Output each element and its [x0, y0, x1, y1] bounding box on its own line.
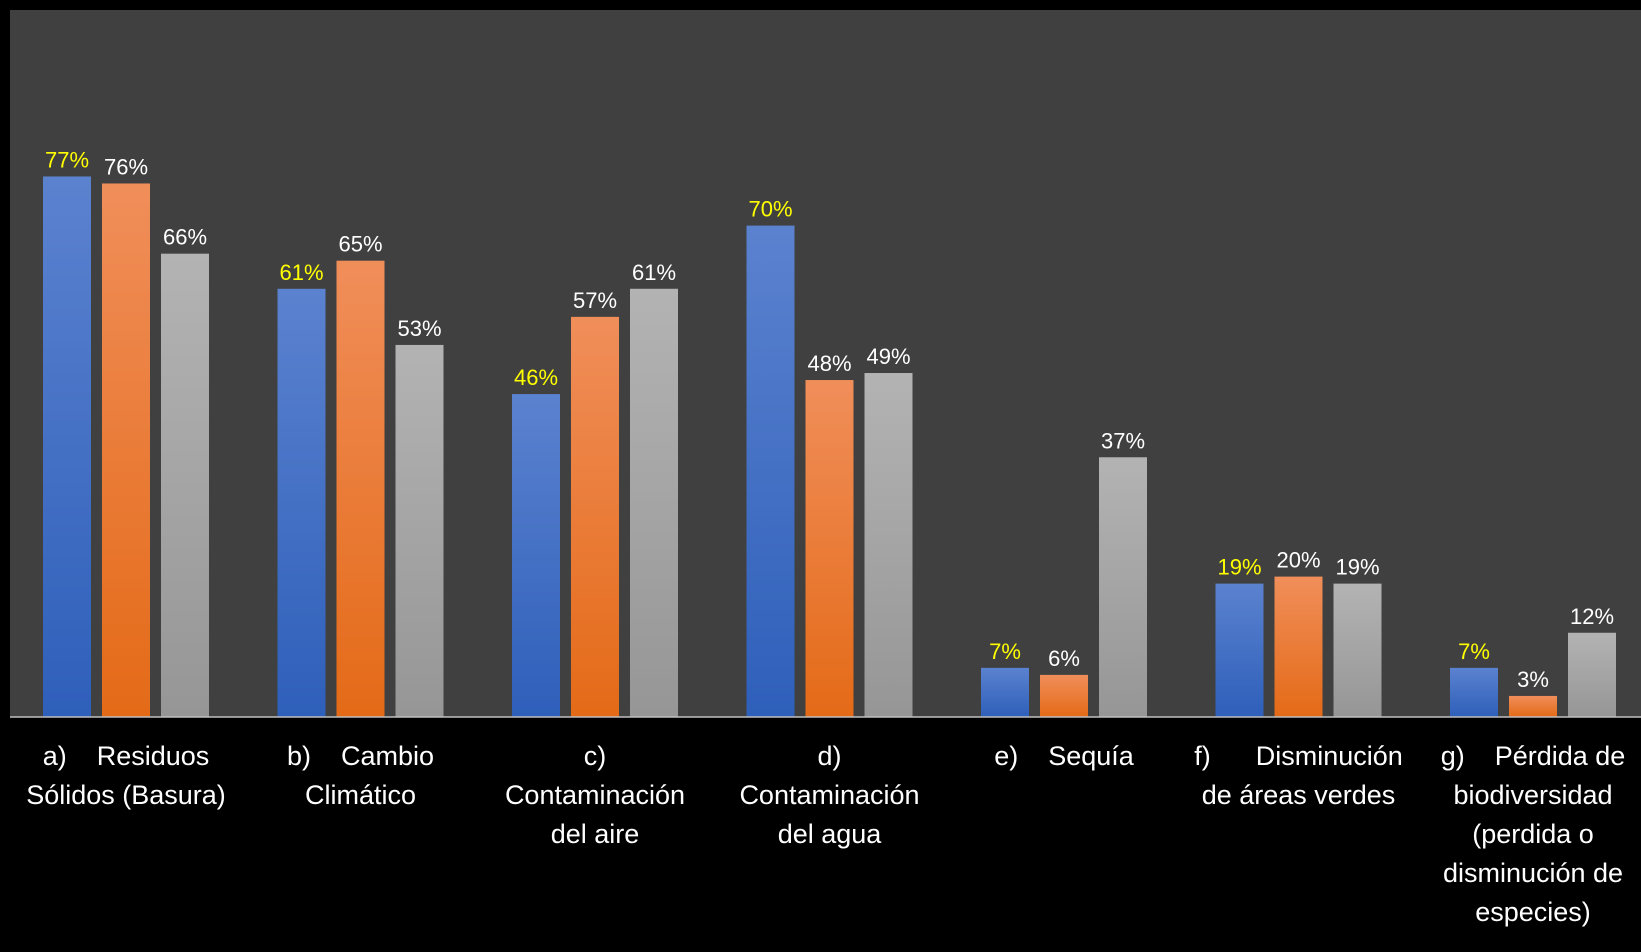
category-label-4-line-2: Contaminación	[739, 780, 919, 810]
data-label-series-1-category-7: 7%	[1458, 639, 1490, 664]
category-label-3-line-3: del aire	[551, 819, 640, 849]
bar-series-2-category-7	[1509, 695, 1557, 717]
data-label-series-3-category-2: 53%	[397, 316, 441, 341]
category-label-4-line-1: d)	[817, 741, 841, 771]
data-label-series-2-category-5: 6%	[1048, 646, 1080, 671]
category-label-5-line-1: e) Sequía	[994, 741, 1135, 771]
category-label-2-line-2: Climático	[305, 780, 416, 810]
category-label-3-line-1: c)	[584, 741, 607, 771]
data-label-series-1-category-4: 70%	[748, 197, 792, 222]
data-label-series-1-category-3: 46%	[514, 365, 558, 390]
data-label-series-2-category-7: 3%	[1517, 667, 1549, 692]
category-label-7-line-3: (perdida o	[1472, 819, 1594, 849]
data-label-series-3-category-5: 37%	[1101, 428, 1145, 453]
category-label-1: a) Residuos Sólidos (Basura)	[26, 741, 226, 810]
category-label-6-line-1: f) Disminución	[1194, 741, 1403, 771]
category-label-1-line-1: a) Residuos	[43, 741, 210, 771]
bar-series-2-category-3	[571, 316, 619, 717]
bar-series-2-category-4	[805, 380, 854, 717]
bar-series-3-category-5	[1099, 457, 1147, 717]
category-label-6: f) Disminución de áreas verdes	[1194, 741, 1403, 810]
category-label-7-line-1: g) Pérdida de	[1441, 741, 1626, 771]
data-label-series-1-category-2: 61%	[279, 260, 323, 285]
bar-series-1-category-2	[277, 288, 326, 717]
data-label-series-3-category-4: 49%	[866, 344, 910, 369]
bar-series-2-category-5	[1040, 674, 1088, 717]
data-label-series-2-category-4: 48%	[807, 351, 851, 376]
data-label-series-1-category-5: 7%	[989, 639, 1021, 664]
category-label-7-line-4: disminución de	[1443, 858, 1623, 888]
data-labels-layer: 77% 76% 66% 61% 65% 53% 46% 57% 61% 70% 48% 49% 7% 6%…	[45, 147, 1614, 691]
category-label-7: g) Pérdida de biodiversidad (perdida o dism…	[1441, 741, 1626, 927]
bar-series-2-category-6	[1274, 576, 1323, 717]
category-label-2-line-1: b) Cambio	[287, 741, 434, 771]
data-label-series-2-category-1: 76%	[104, 154, 148, 179]
bar-series-3-category-7	[1568, 632, 1616, 717]
bars-layer	[43, 176, 1616, 718]
category-label-4: d) Contaminación del agua	[739, 741, 919, 849]
data-label-series-3-category-7: 12%	[1570, 604, 1614, 629]
bar-series-1-category-1	[43, 176, 91, 717]
category-labels-layer: a) Residuos Sólidos (Basura) b) Cambio Clim…	[26, 741, 1625, 927]
category-label-7-line-5: especies)	[1475, 897, 1591, 927]
bar-series-1-category-5	[981, 667, 1029, 717]
category-label-4-line-3: del agua	[778, 819, 883, 849]
category-label-3-line-2: Contaminación	[505, 780, 685, 810]
bar-series-2-category-2	[336, 260, 385, 717]
category-label-7-line-2: biodiversidad	[1453, 780, 1612, 810]
data-label-series-3-category-6: 19%	[1335, 555, 1379, 580]
category-label-2: b) Cambio Climático	[287, 741, 434, 810]
bar-series-1-category-4	[746, 225, 795, 717]
bar-series-2-category-1	[102, 183, 150, 718]
bar-series-3-category-6	[1333, 583, 1382, 717]
bar-series-3-category-1	[161, 253, 209, 717]
bar-series-1-category-6	[1215, 583, 1264, 717]
data-label-series-1-category-1: 77%	[45, 147, 89, 172]
data-label-series-2-category-6: 20%	[1276, 548, 1320, 573]
category-label-3: c) Contaminación del aire	[505, 741, 685, 849]
category-label-1-line-2: Sólidos (Basura)	[26, 780, 226, 810]
category-label-5: e) Sequía	[994, 741, 1135, 771]
bar-series-1-category-3	[512, 394, 560, 717]
bar-series-1-category-7	[1450, 667, 1498, 717]
data-label-series-2-category-3: 57%	[573, 288, 617, 313]
bar-series-3-category-4	[864, 373, 913, 717]
data-label-series-3-category-1: 66%	[163, 225, 207, 250]
data-label-series-2-category-2: 65%	[338, 232, 382, 257]
data-label-series-3-category-3: 61%	[632, 260, 676, 285]
data-label-series-1-category-6: 19%	[1217, 555, 1261, 580]
bar-series-3-category-2	[395, 344, 444, 717]
category-label-6-line-2: de áreas verdes	[1202, 780, 1396, 810]
bar-series-3-category-3	[630, 288, 678, 717]
